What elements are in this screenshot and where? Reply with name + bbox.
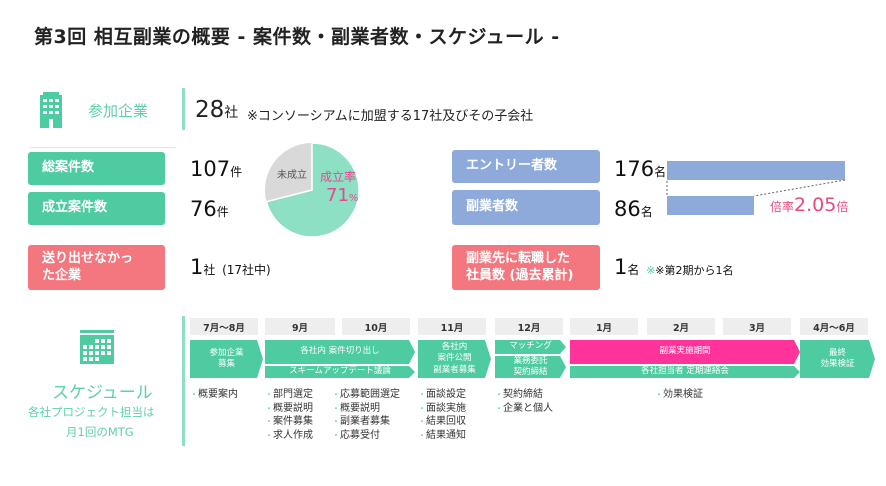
pie-fail-label: 未成立 [277,170,307,181]
unsent-companies-label: 送り出せなかった企業 [28,245,165,290]
phase-matching: マッチング [495,340,566,354]
entry-label: エントリー者数 [452,150,600,183]
month-header: 10月 [342,318,410,335]
phase-final-verification: 最終 効果検証 [800,340,875,378]
bullet-list: 契約締結企業と個人 [495,388,553,415]
divider [30,147,175,148]
month-header: 2月 [647,318,715,335]
success-cases-value: 76件 [190,197,229,221]
total-cases-value: 107件 [190,157,243,181]
bullet-list: 応募範囲選定概要説明副業者募集応募受付 [332,388,400,442]
bullet-list: 効果検証 [655,388,703,402]
phase-recruit: 参加企業 募集 [190,340,263,378]
month-header: 1月 [570,318,638,335]
month-header: 9月 [265,318,335,335]
phase-case-publish: 各社内 案件公開 副業者募集 [418,340,491,378]
divider [182,88,185,130]
month-header: 3月 [723,318,791,335]
worker-bar [667,196,754,215]
bullet-list: 部門選定概要説明案件募集求人作成 [265,388,313,442]
bullet-list: 面談設定面談実施結果回収結果通知 [418,388,466,442]
success-rate-pie [265,142,360,238]
pie-slice-success [265,142,360,238]
schedule-sub1: 各社プロジェクト担当は [28,405,155,419]
success-cases-label: 成立案件数 [28,192,165,225]
building-icon [40,92,62,128]
phase-contract: 業務委託 契約締結 [495,356,566,378]
month-header: 7月～8月 [190,318,258,335]
ratio-text: 倍率2.05倍 [770,194,849,216]
phase-side-job-period: 副業実施期間 [570,340,800,364]
pie-success-label: 成立率 [320,170,357,184]
participants-note: ※コンソーシアムに加盟する17社及びその子会社 [247,109,534,124]
calendar-icon [80,330,114,364]
bullet-list: 概要案内 [190,388,238,402]
month-header: 12月 [495,318,563,335]
entry-value: 176名 [614,157,667,181]
pie-success-pct: 71% [326,185,359,206]
schedule-sub2: 月1回のMTG [66,425,134,439]
page-title: 第3回 相互副業の概要 - 案件数・副業者数・スケジュール - [34,26,560,48]
month-header: 11月 [418,318,486,335]
divider [182,316,185,446]
worker-value: 86名 [614,197,653,221]
participants-label: 参加企業 [88,102,149,120]
phase-scheme-update: スキームアップデート議論 [265,366,415,378]
participants-count: 28社 [195,97,239,123]
entry-bar [667,161,845,180]
month-header: 4月～6月 [800,318,868,335]
worker-label: 副業者数 [452,190,600,225]
ratio-bars [666,161,846,215]
schedule-title: スケジュール [52,383,153,403]
unsent-companies-value: 1社 (17社中) [190,255,271,279]
transfer-value: 1名 ※※第2期から1名 [614,255,734,279]
transfer-label: 副業先に転職した社員数 (過去累計) [452,245,600,290]
total-cases-label: 総案件数 [28,152,165,185]
phase-case-extraction: 各社内 案件切り出し [265,340,415,364]
phase-regular-meeting: 各社担当者 定期連絡会 [570,366,800,378]
